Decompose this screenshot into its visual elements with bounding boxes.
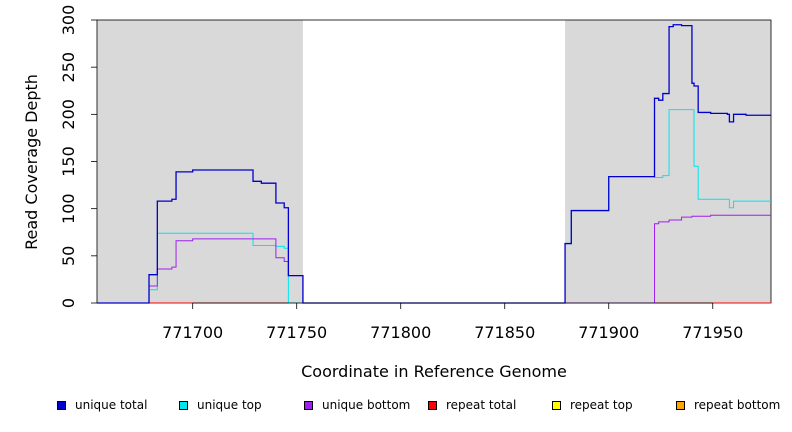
x-tick-label: 771850 [474,323,535,342]
x-tick-label: 771950 [682,323,743,342]
y-axis: 0 50 100 150 200 250 300 [59,5,97,308]
legend-swatch [304,400,313,410]
x-axis: 771700 771750 771800 771850 771900 771950 [162,302,743,342]
legend-item: unique top [179,398,262,412]
y-tick-label: 150 [59,146,78,177]
x-tick-label: 771750 [266,323,327,342]
shaded-region [97,20,303,303]
y-tick-label: 50 [59,246,78,266]
x-axis-label: Coordinate in Reference Genome [301,362,567,381]
legend-label: unique bottom [322,398,411,412]
shaded-region [565,20,771,303]
y-tick-label: 250 [59,52,78,83]
y-axis-label: Read Coverage Depth [22,74,41,250]
legend-item: repeat top [552,398,633,412]
legend-item: repeat total [428,398,516,412]
legend-swatch [552,400,561,410]
legend-item: unique total [57,398,147,412]
legend-item: repeat bottom [676,398,780,412]
shaded-regions [97,20,771,303]
legend-swatch [428,400,437,410]
y-tick-label: 300 [59,5,78,36]
legend-label: repeat top [570,398,633,412]
legend-swatch [179,400,188,410]
y-tick-label: 0 [59,298,78,308]
x-tick-label: 771700 [162,323,223,342]
series-line-unique-total [97,24,771,304]
legend-item: unique bottom [304,398,410,412]
legend-label: unique total [75,398,148,412]
legend-swatch [57,400,66,410]
legend: unique total unique top unique bottom repea… [0,398,792,420]
legend-label: unique top [197,398,262,412]
x-tick-label: 771800 [370,323,431,342]
y-tick-label: 200 [59,99,78,130]
coverage-chart: 771700 771750 771800 771850 771900 771950 0 50… [22,5,772,381]
legend-swatch [676,400,685,410]
y-tick-label: 100 [59,193,78,224]
legend-label: repeat total [446,398,517,412]
x-tick-label: 771900 [578,323,639,342]
legend-label: repeat bottom [694,398,781,412]
